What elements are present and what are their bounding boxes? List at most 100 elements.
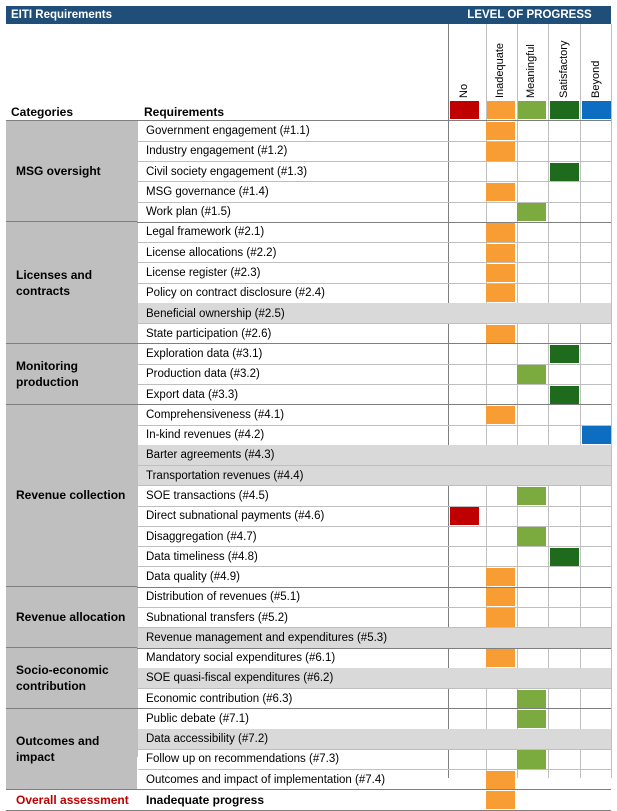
row-divider: [138, 242, 611, 244]
progress-marker: [486, 649, 515, 668]
requirement-label: License register (#2.3): [146, 267, 261, 279]
level-swatch-meaningful: [517, 101, 546, 119]
row-divider: [138, 546, 611, 548]
category-divider: [6, 404, 611, 406]
row-divider: [138, 262, 611, 264]
row-divider: [138, 688, 611, 690]
progress-marker: [517, 527, 546, 546]
requirement-label: Production data (#3.2): [146, 368, 260, 381]
category-divider: [6, 343, 611, 345]
progress-marker: [486, 223, 515, 242]
category-monitoring-production: Monitoring production: [6, 343, 137, 405]
requirement-label: License allocations (#2.2): [146, 246, 277, 259]
column-divider: [486, 24, 487, 778]
requirement-label: Work plan (#1.5): [146, 206, 231, 219]
requirement-label: Export data (#3.3): [146, 388, 239, 401]
category-revenue-allocation: Revenue allocation: [6, 587, 137, 648]
not-applicable-row: [138, 627, 611, 649]
column-divider: [448, 24, 449, 778]
level-swatch-beyond: [582, 101, 611, 119]
eiti-requirements-table: EITI Requirements LEVEL OF PROGRESS Cate…: [6, 6, 612, 811]
progress-marker: [486, 182, 515, 202]
progress-marker: [486, 243, 515, 262]
category-divider: [6, 586, 611, 588]
overall-assessment-label: Overall assessment: [16, 792, 129, 807]
row-divider: [138, 181, 611, 183]
requirement-label: MSG governance (#1.4): [146, 185, 269, 198]
category-socio-economic-contribution: Socio-economic contribution: [6, 648, 137, 709]
requirement-label: Revenue management and expenditures (#5.…: [146, 631, 388, 644]
requirement-label: Follow up on recommendations (#7.3): [146, 753, 340, 766]
categories-column-header: Categories: [11, 105, 74, 119]
progress-marker: [517, 486, 546, 506]
not-applicable-row: [138, 668, 611, 689]
not-applicable-row: [138, 465, 611, 486]
level-header-satisfactory: Satisfactory: [558, 40, 570, 98]
not-applicable-row: [138, 445, 611, 466]
progress-marker: [486, 770, 515, 789]
column-divider: [548, 24, 549, 778]
level-header-no: No: [458, 83, 470, 98]
progress-marker: [550, 385, 579, 404]
requirements-column-header: Requirements: [144, 105, 225, 119]
level-swatch-no: [450, 101, 479, 119]
category-licenses-and-contracts: Licenses and contracts: [6, 222, 137, 344]
category-msg-oversight: MSG oversight: [6, 121, 137, 223]
progress-marker: [582, 426, 611, 445]
requirement-label: Transportation revenues (#4.4): [146, 469, 304, 482]
requirement-label: Beneficial ownership (#2.5): [146, 307, 285, 320]
row-divider: [138, 140, 611, 142]
row-divider: [138, 363, 611, 365]
not-applicable-row: [138, 303, 611, 324]
category-divider: [6, 221, 611, 223]
table-title: EITI Requirements: [11, 9, 112, 21]
category-divider: [6, 647, 611, 649]
row-divider: [138, 201, 611, 203]
requirement-label: Distribution of revenues (#5.1): [146, 591, 301, 604]
requirement-label: Industry engagement (#1.2): [146, 145, 288, 158]
not-applicable-row: [138, 729, 611, 750]
overall-marker: [486, 790, 515, 809]
row-divider: [138, 525, 611, 527]
category-divider: [6, 708, 611, 710]
progress-marker: [550, 162, 579, 181]
column-divider: [517, 24, 518, 778]
requirement-label: Disaggregation (#4.7): [146, 530, 257, 543]
requirement-label: Public debate (#7.1): [146, 712, 249, 725]
level-swatch-inadequate: [486, 101, 515, 119]
requirement-label: Barter agreements (#4.3): [146, 449, 275, 462]
progress-marker: [517, 203, 546, 222]
requirement-label: Data timeliness (#4.8): [146, 550, 258, 563]
requirement-label: Direct subnational payments (#4.6): [146, 510, 325, 523]
progress-marker: [486, 588, 515, 607]
level-header-beyond: Beyond: [590, 60, 602, 98]
requirement-label: Data accessibility (#7.2): [146, 733, 269, 746]
overall-assessment-value: Inadequate progress: [146, 792, 265, 807]
progress-marker: [550, 344, 579, 364]
column-divider: [580, 24, 581, 778]
header-band: [6, 6, 611, 24]
row-divider: [138, 384, 611, 385]
category-outcomes-and-impact: Outcomes and impact: [6, 708, 137, 790]
progress-marker: [550, 547, 579, 566]
requirement-label: Subnational transfers (#5.2): [146, 611, 288, 624]
row-divider: [138, 424, 611, 426]
requirement-label: SOE transactions (#4.5): [146, 489, 269, 502]
requirement-label: Legal framework (#2.1): [146, 226, 265, 239]
level-swatch-satisfactory: [550, 101, 579, 119]
progress-marker: [486, 405, 515, 425]
row-divider: [138, 282, 611, 284]
row-divider: [138, 323, 611, 325]
progress-marker: [450, 507, 479, 526]
requirement-label: Outcomes and impact of implementation (#…: [146, 773, 386, 786]
column-divider: [611, 24, 612, 778]
row-divider: [138, 748, 611, 750]
requirement-label: Mandatory social expenditures (#6.1): [146, 652, 336, 665]
requirement-label: Comprehensiveness (#4.1): [146, 408, 285, 421]
requirement-label: Government engagement (#1.1): [146, 125, 310, 138]
progress-marker: [486, 608, 515, 627]
level-header-meaningful: Meaningful: [525, 44, 537, 98]
progress-marker: [486, 142, 515, 161]
requirement-label: SOE quasi-fiscal expenditures (#6.2): [146, 672, 334, 685]
requirement-label: Economic contribution (#6.3): [146, 692, 293, 705]
